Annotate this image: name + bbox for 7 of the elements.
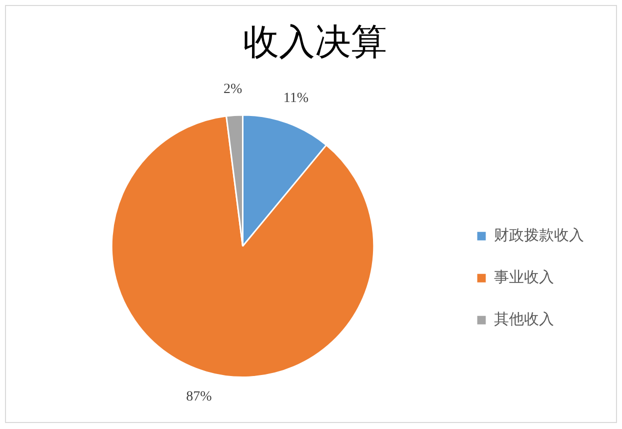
data-label: 2% <box>224 82 243 97</box>
legend-label: 财政拨款收入 <box>494 227 584 244</box>
legend-label: 事业收入 <box>494 269 554 286</box>
chart-title: 收入决算 <box>243 22 387 62</box>
data-label: 87% <box>186 390 212 405</box>
data-label: 11% <box>283 90 309 106</box>
legend-label: 其他收入 <box>494 311 554 328</box>
